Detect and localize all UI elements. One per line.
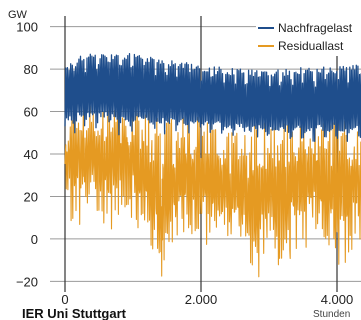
legend: Nachfragelast Residuallast [258, 21, 353, 53]
x-tick-label: 4.000 [321, 292, 354, 307]
legend-background [256, 12, 361, 56]
legend-label-residuallast: Residuallast [278, 39, 344, 53]
series-line-nachfragelast [64, 53, 361, 143]
y-axis-unit: GW [8, 9, 28, 21]
source-label: IER Uni Stuttgart [22, 306, 127, 320]
y-tick-label: 40 [24, 147, 38, 162]
legend-label-nachfragelast: Nachfragelast [278, 21, 353, 35]
y-tick-label: 100 [16, 20, 38, 35]
series-layer [64, 53, 361, 278]
x-tick-label: 2.000 [185, 292, 218, 307]
y-tick-label: 60 [24, 105, 38, 120]
y-tick-label: 20 [24, 189, 38, 204]
x-tick-label: 0 [61, 292, 68, 307]
x-axis-label: Stunden [313, 309, 350, 320]
y-tick-label: −20 [16, 274, 38, 289]
y-tick-label: 80 [24, 62, 38, 77]
axes: 100 80 60 40 20 0 −20 0 2.000 4.000 [16, 20, 353, 307]
y-tick-label: 0 [31, 232, 38, 247]
